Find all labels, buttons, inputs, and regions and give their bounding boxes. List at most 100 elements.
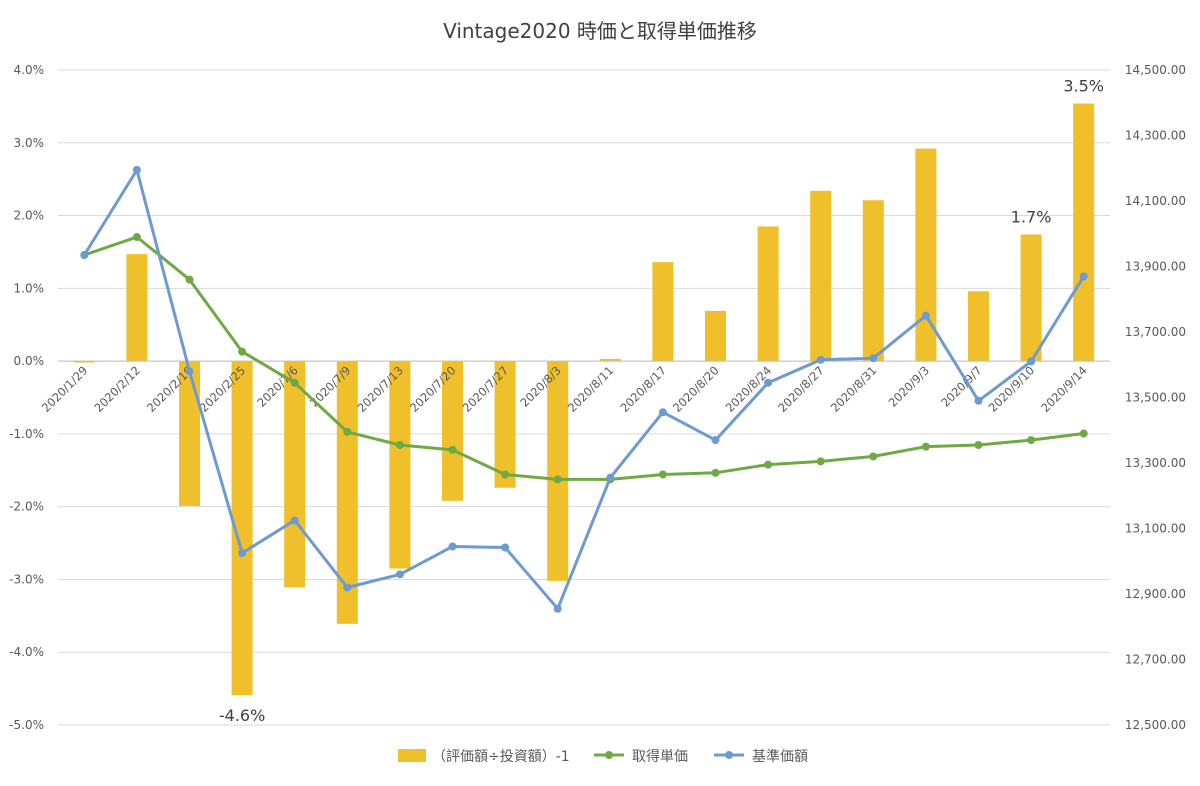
bar-series xyxy=(73,103,1095,696)
point-nav xyxy=(290,516,299,525)
bar xyxy=(915,148,937,362)
point-nav xyxy=(816,355,825,364)
line-acquisition xyxy=(83,235,1084,481)
point-acquisition xyxy=(1079,429,1088,438)
point-nav xyxy=(448,542,457,551)
legend: （評価額÷投資額）-1 取得単価 基準価額 xyxy=(398,748,808,765)
bar xyxy=(599,358,621,362)
left-tick-label: -3.0% xyxy=(9,572,44,586)
legend-label-bar: （評価額÷投資額）-1 xyxy=(432,749,570,765)
right-tick-label: 12,700.00 xyxy=(1125,653,1186,667)
legend-item-acquisition[interactable]: 取得単価 xyxy=(594,748,688,765)
point-acquisition xyxy=(974,440,983,449)
point-acquisition xyxy=(869,452,878,461)
bar xyxy=(1073,103,1095,362)
left-tick-label: 3.0% xyxy=(14,136,45,150)
point-acquisition xyxy=(764,460,773,469)
point-acquisition xyxy=(290,378,299,387)
left-tick-label: 1.0% xyxy=(14,281,45,295)
left-tick-label: -4.0% xyxy=(9,645,44,659)
bar xyxy=(389,361,411,569)
bar xyxy=(494,361,516,488)
bar xyxy=(231,361,253,696)
right-axis: 14,500.00 14,300.00 14,100.00 13,900.00 13,7… xyxy=(1125,63,1186,732)
point-acquisition xyxy=(395,440,404,449)
bar xyxy=(704,310,727,362)
right-tick-label: 14,300.00 xyxy=(1125,129,1186,143)
line-nav xyxy=(83,168,1085,611)
point-acquisition xyxy=(343,427,352,436)
point-acquisition xyxy=(658,470,667,479)
point-nav xyxy=(1027,357,1036,366)
bar xyxy=(547,361,569,581)
data-label: 3.5% xyxy=(1063,76,1104,95)
bar xyxy=(441,361,464,501)
left-tick-label: -1.0% xyxy=(9,427,44,441)
point-acquisition xyxy=(132,233,141,242)
bar xyxy=(1020,234,1042,362)
point-acquisition xyxy=(711,468,720,477)
right-tick-label: 12,500.00 xyxy=(1125,718,1186,732)
bar xyxy=(284,361,306,588)
legend-label-acquisition: 取得単価 xyxy=(632,748,688,765)
point-nav xyxy=(606,473,615,482)
bar xyxy=(967,291,990,362)
legend-marker-acquisition xyxy=(605,751,613,759)
point-nav xyxy=(395,570,404,579)
data-label: -4.6% xyxy=(219,706,265,725)
bar xyxy=(73,361,95,363)
bar xyxy=(810,190,832,362)
point-acquisition xyxy=(185,275,194,284)
right-tick-label: 13,300.00 xyxy=(1125,456,1186,470)
point-acquisition xyxy=(553,475,562,484)
legend-label-nav: 基準価額 xyxy=(752,748,808,765)
left-tick-label: 2.0% xyxy=(14,209,45,223)
left-tick-label: 0.0% xyxy=(14,354,45,368)
right-tick-label: 14,100.00 xyxy=(1125,194,1186,208)
left-tick-label: -2.0% xyxy=(9,500,44,514)
left-tick-label: 4.0% xyxy=(14,63,45,77)
data-labels: -4.6% 1.7% 3.5% xyxy=(219,76,1104,725)
right-tick-label: 13,500.00 xyxy=(1125,391,1186,405)
legend-swatch-bar xyxy=(398,749,426,762)
point-acquisition xyxy=(501,470,510,479)
left-tick-label: -5.0% xyxy=(9,718,44,732)
right-tick-label: 13,100.00 xyxy=(1125,522,1186,536)
point-nav xyxy=(974,396,983,405)
legend-item-bar[interactable]: （評価額÷投資額）-1 xyxy=(398,749,570,765)
point-nav xyxy=(869,354,878,363)
left-axis: 4.0% 3.0% 2.0% 1.0% 0.0% -1.0% -2.0% -3.0% -4.0%… xyxy=(9,63,44,732)
bar xyxy=(757,226,779,362)
point-acquisition xyxy=(448,445,457,454)
bar xyxy=(652,262,674,362)
bar xyxy=(862,200,884,362)
point-nav xyxy=(553,604,562,613)
point-acquisition xyxy=(921,442,930,451)
point-nav xyxy=(658,408,667,417)
data-label: 1.7% xyxy=(1011,207,1052,226)
right-tick-label: 13,700.00 xyxy=(1125,325,1186,339)
legend-marker-nav xyxy=(725,751,733,759)
right-tick-label: 14,500.00 xyxy=(1125,63,1186,77)
point-acquisition xyxy=(816,457,825,466)
right-tick-label: 12,900.00 xyxy=(1125,587,1186,601)
point-nav xyxy=(921,311,930,320)
point-nav xyxy=(1079,272,1088,281)
point-nav xyxy=(238,549,247,558)
point-acquisition xyxy=(238,347,247,356)
point-nav xyxy=(80,251,89,260)
chart-title: Vintage2020 時価と取得単価推移 xyxy=(443,19,757,43)
legend-item-nav[interactable]: 基準価額 xyxy=(714,748,808,765)
point-nav xyxy=(132,165,141,174)
line-series xyxy=(80,165,1088,613)
bar xyxy=(126,254,148,362)
point-nav xyxy=(185,367,194,376)
point-nav xyxy=(711,436,720,445)
point-nav xyxy=(343,583,352,592)
bar xyxy=(178,361,201,506)
point-nav xyxy=(764,378,773,387)
right-tick-label: 13,900.00 xyxy=(1125,260,1186,274)
point-acquisition xyxy=(1027,436,1036,445)
